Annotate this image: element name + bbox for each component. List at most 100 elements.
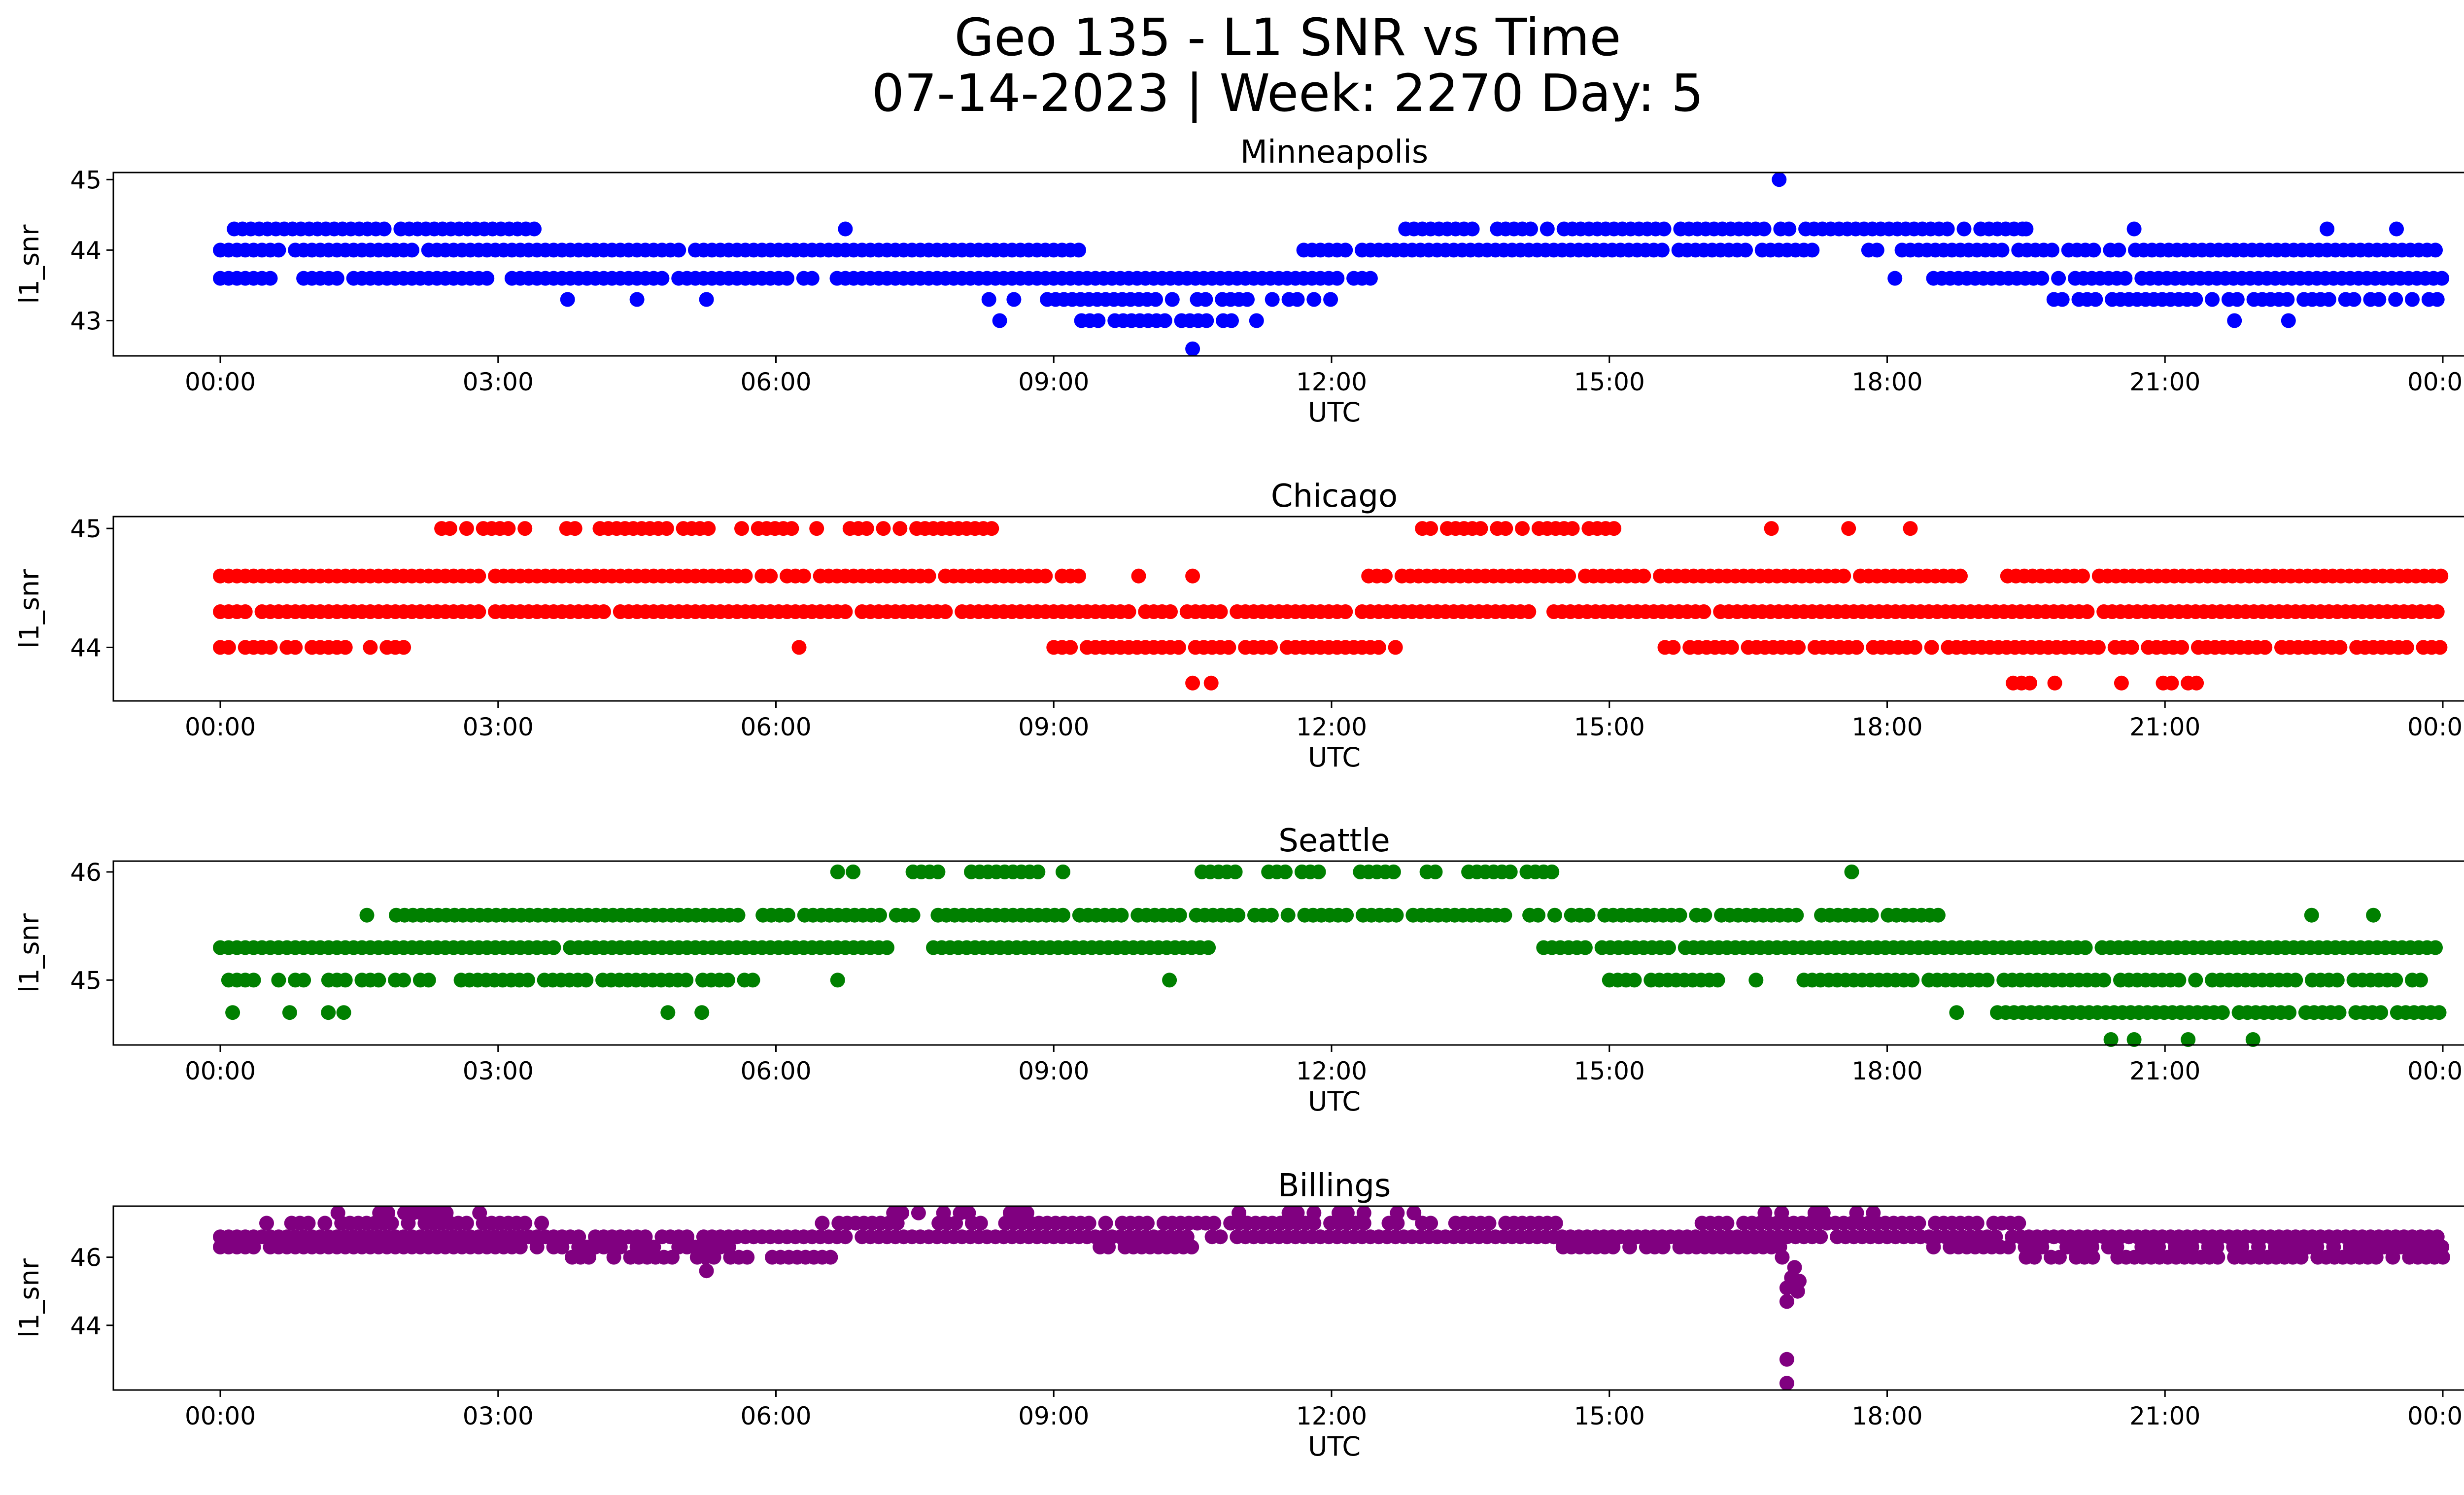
data-point — [921, 568, 936, 584]
data-point — [1140, 1216, 1155, 1231]
axes-frame — [112, 860, 2464, 1046]
x-tick-label: 21:00 — [2129, 368, 2200, 396]
data-point — [1565, 521, 1580, 536]
data-point — [2054, 292, 2070, 307]
data-point — [1980, 973, 1995, 988]
data-point — [471, 568, 486, 584]
data-point — [1887, 271, 1903, 286]
data-point — [699, 1263, 714, 1279]
data-point — [815, 1216, 830, 1231]
data-point — [336, 1005, 351, 1020]
data-point — [2371, 292, 2387, 307]
data-point — [838, 1229, 853, 1245]
data-point — [263, 640, 278, 655]
data-point — [1114, 907, 1129, 923]
data-point — [1607, 521, 1622, 536]
data-point — [1949, 1005, 1964, 1020]
data-point — [2126, 221, 2142, 237]
data-point — [471, 604, 486, 619]
data-point — [948, 1216, 963, 1231]
data-point — [271, 243, 286, 258]
data-point — [238, 604, 253, 619]
data-point — [2320, 221, 2335, 237]
data-point — [363, 640, 378, 655]
data-point — [665, 1250, 680, 1265]
data-point — [2405, 292, 2420, 307]
data-point — [1162, 973, 1177, 988]
scatter-points — [213, 864, 2447, 1047]
data-point — [2124, 640, 2139, 655]
data-point — [1561, 568, 1576, 584]
data-point — [1006, 292, 1022, 307]
data-point — [1265, 292, 1280, 307]
data-point — [720, 973, 735, 988]
data-point — [1465, 221, 1480, 237]
x-tick-label: 00:00 — [185, 368, 256, 396]
data-point — [288, 640, 303, 655]
data-point — [791, 640, 807, 655]
data-point — [699, 292, 714, 307]
data-point — [780, 271, 794, 286]
data-point — [1063, 640, 1078, 655]
data-point — [1306, 1216, 1322, 1231]
x-tick-label: 00:00 — [2407, 713, 2464, 741]
y-tick-label: 46 — [70, 1244, 102, 1272]
x-tick-label: 18:00 — [1851, 713, 1922, 741]
scatter-points — [213, 172, 2450, 356]
data-point — [1779, 1352, 1794, 1367]
data-point — [1577, 940, 1593, 955]
data-point — [734, 521, 749, 536]
data-point — [1290, 1205, 1305, 1220]
data-point — [359, 907, 375, 923]
data-point — [581, 1250, 596, 1265]
data-point — [784, 521, 799, 536]
x-axis-label: UTC — [1308, 1086, 1361, 1117]
data-point — [606, 1250, 621, 1265]
data-point — [1390, 1216, 1405, 1231]
data-point — [2075, 568, 2090, 584]
data-point — [823, 1250, 838, 1265]
data-point — [938, 604, 953, 619]
data-point — [1481, 1216, 1497, 1231]
data-point — [2189, 675, 2204, 691]
data-point — [1213, 604, 1228, 619]
x-tick-label: 03:00 — [463, 1057, 534, 1085]
data-point — [2090, 640, 2106, 655]
data-point — [596, 604, 611, 619]
x-axis-label: UTC — [1308, 1431, 1361, 1462]
data-point — [1905, 973, 1920, 988]
data-point — [1521, 604, 1537, 619]
data-point — [2118, 271, 2133, 286]
x-tick-label: 00:00 — [2407, 1057, 2464, 1085]
data-point — [638, 1229, 653, 1245]
data-point — [1661, 940, 1676, 955]
data-point — [745, 973, 760, 988]
data-point — [1157, 313, 1172, 328]
data-point — [763, 568, 778, 584]
data-point — [2368, 1250, 2384, 1265]
data-point — [560, 292, 575, 307]
data-point — [2430, 604, 2445, 619]
data-point — [2434, 271, 2450, 286]
data-point — [1748, 973, 1764, 988]
data-point — [1930, 907, 1946, 923]
data-point — [2385, 1250, 2400, 1265]
data-point — [1071, 568, 1086, 584]
data-point — [706, 1250, 721, 1265]
x-tick-label: 12:00 — [1296, 1402, 1367, 1430]
x-tick-label: 21:00 — [2129, 1402, 2200, 1430]
axes-frame — [112, 516, 2464, 702]
data-point — [1038, 568, 1053, 584]
data-point — [2399, 640, 2414, 655]
y-tick-label: 46 — [70, 858, 102, 887]
x-tick-label: 03:00 — [463, 713, 534, 741]
data-point — [459, 521, 474, 536]
data-point — [2052, 1250, 2067, 1265]
data-point — [443, 521, 457, 536]
data-point — [296, 973, 311, 988]
data-point — [1515, 521, 1530, 536]
data-point — [225, 1005, 240, 1020]
data-point — [2085, 1250, 2100, 1265]
subplot-title: Chicago — [1271, 478, 1398, 515]
